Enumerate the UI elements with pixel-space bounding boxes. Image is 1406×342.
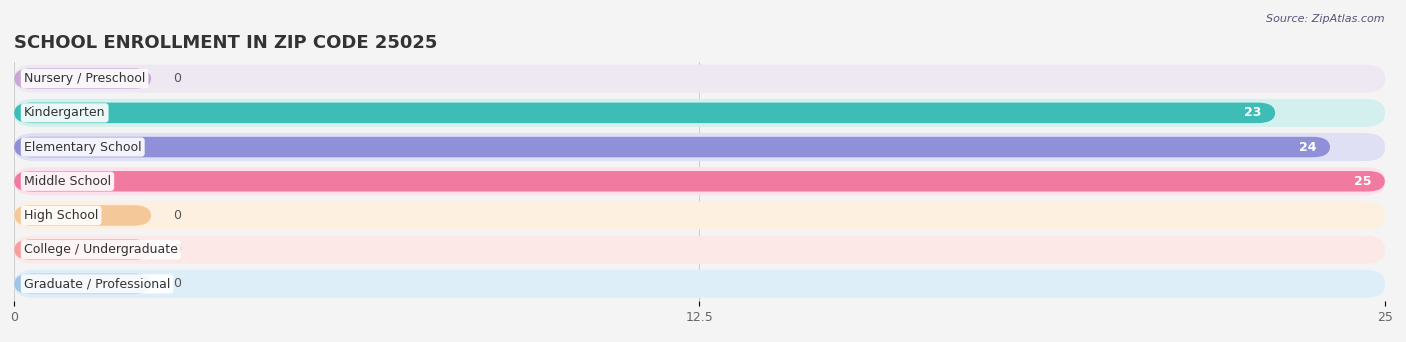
Text: 24: 24 [1299,141,1316,154]
Text: Nursery / Preschool: Nursery / Preschool [24,72,145,85]
Text: Graduate / Professional: Graduate / Professional [24,277,170,290]
Text: 25: 25 [1354,175,1371,188]
FancyBboxPatch shape [14,167,1385,195]
FancyBboxPatch shape [14,133,1385,161]
FancyBboxPatch shape [14,201,1385,229]
Text: Middle School: Middle School [24,175,111,188]
Text: 0: 0 [173,209,181,222]
FancyBboxPatch shape [14,270,1385,298]
Text: College / Undergraduate: College / Undergraduate [24,243,177,256]
Text: 23: 23 [1244,106,1261,119]
FancyBboxPatch shape [14,274,152,294]
Text: Source: ZipAtlas.com: Source: ZipAtlas.com [1267,14,1385,24]
FancyBboxPatch shape [14,103,1275,123]
Text: 0: 0 [173,72,181,85]
Text: Elementary School: Elementary School [24,141,142,154]
Text: 0: 0 [173,277,181,290]
FancyBboxPatch shape [14,239,152,260]
FancyBboxPatch shape [14,171,1385,192]
FancyBboxPatch shape [14,236,1385,264]
Text: High School: High School [24,209,98,222]
Text: 0: 0 [173,243,181,256]
FancyBboxPatch shape [14,99,1385,127]
Text: Kindergarten: Kindergarten [24,106,105,119]
FancyBboxPatch shape [14,205,152,226]
FancyBboxPatch shape [14,65,1385,93]
FancyBboxPatch shape [14,68,152,89]
FancyBboxPatch shape [14,137,1330,157]
Text: SCHOOL ENROLLMENT IN ZIP CODE 25025: SCHOOL ENROLLMENT IN ZIP CODE 25025 [14,34,437,52]
